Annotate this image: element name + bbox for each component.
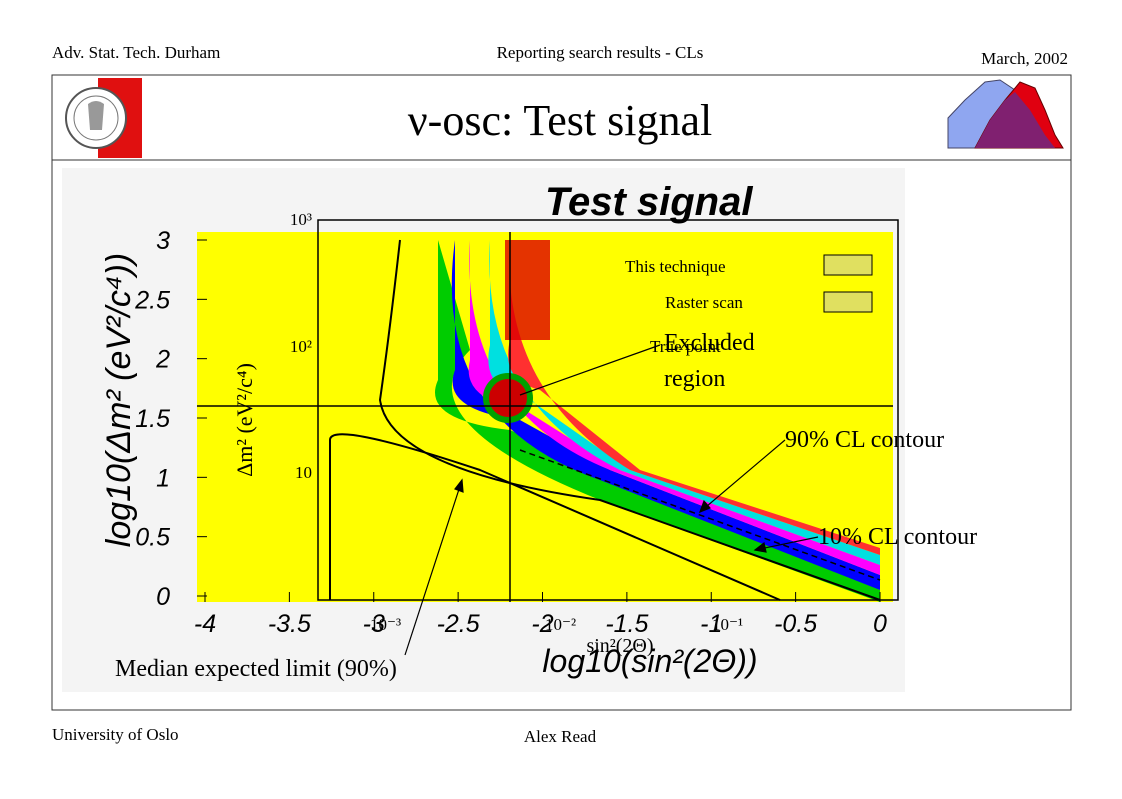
contour bbox=[329, 433, 781, 601]
y-tick-label: 2.5 bbox=[134, 286, 170, 314]
annotation: Median expected limit (90%) bbox=[115, 656, 397, 682]
legend-swatch bbox=[823, 291, 873, 313]
x-tick-label: -2.5 bbox=[437, 610, 480, 638]
contour bbox=[519, 449, 881, 581]
x-tick-label: -2 bbox=[531, 610, 553, 638]
y-axis-label: log10(Δm² (eV²/c⁴)) bbox=[100, 253, 138, 547]
inner-x-axis-label: sin²(2Θ) bbox=[586, 635, 653, 657]
y-tick-label: 0 bbox=[156, 583, 170, 611]
inner-y-tick-label: 10³ bbox=[290, 210, 312, 229]
inner-x-tick-label: 10⁻³ bbox=[370, 615, 401, 634]
x-tick-label: -4 bbox=[194, 610, 216, 638]
header-left: Adv. Stat. Tech. Durham bbox=[52, 43, 220, 62]
inner-x-tick-label: 10⁻² bbox=[545, 615, 576, 634]
y-tick-label: 3 bbox=[156, 227, 170, 255]
y-tick-label: 2 bbox=[155, 346, 170, 374]
histogram-icon bbox=[947, 79, 1064, 149]
x-tick-label: -3 bbox=[363, 610, 385, 638]
inner-frame bbox=[317, 219, 899, 601]
x-tick-label: -0.5 bbox=[774, 610, 817, 638]
annotation: 90% CL contour bbox=[785, 427, 944, 453]
footer-center: Alex Read bbox=[524, 727, 597, 746]
footer-left: University of Oslo bbox=[52, 725, 179, 744]
arrows bbox=[404, 344, 819, 656]
y-tick-label: 1 bbox=[156, 464, 170, 492]
true-point-label: True point bbox=[650, 337, 721, 356]
x-tick-label: -3.5 bbox=[268, 610, 311, 638]
annotation: Excluded bbox=[664, 330, 755, 356]
annotation: 10% CL contour bbox=[818, 524, 977, 550]
x-tick-label: -1.5 bbox=[605, 610, 648, 638]
annotation: region bbox=[664, 366, 725, 392]
x-tick-label: 0 bbox=[873, 610, 887, 638]
header-center: Reporting search results - CLs bbox=[497, 43, 704, 62]
slide-title: ν-osc: Test signal bbox=[408, 96, 712, 145]
legend-label: Raster scan bbox=[665, 293, 743, 312]
band bbox=[505, 240, 550, 340]
y-tick-label: 1.5 bbox=[135, 405, 170, 433]
logo bbox=[65, 78, 142, 158]
legend-swatch bbox=[823, 254, 873, 276]
frame bbox=[51, 74, 1072, 711]
x-axis-label: log10(sin²(2Θ)) bbox=[542, 643, 757, 679]
true-point-region bbox=[483, 373, 533, 423]
inner-y-axis-label: Δm² (eV²/c⁴) bbox=[232, 363, 257, 477]
inner-y-tick-label: 10 bbox=[295, 463, 312, 482]
x-tick-label: -1 bbox=[700, 610, 722, 638]
figure: Test signal This technique Raster scan T… bbox=[62, 168, 905, 692]
legend-label: This technique bbox=[625, 257, 726, 276]
y-tick-label: 0.5 bbox=[135, 524, 170, 552]
inner-x-tick-label: 10⁻¹ bbox=[712, 615, 743, 634]
figure-title: Test signal bbox=[545, 180, 753, 224]
header-right: March, 2002 bbox=[981, 49, 1068, 68]
inner-y-tick-label: 10² bbox=[290, 337, 312, 356]
